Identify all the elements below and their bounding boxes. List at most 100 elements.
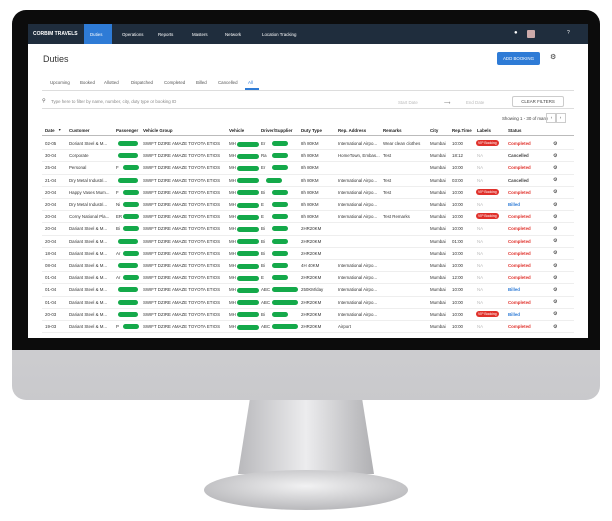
row-divider <box>42 246 574 248</box>
redaction <box>272 250 288 256</box>
nav-item[interactable]: Network <box>225 31 242 37</box>
redaction <box>123 214 139 220</box>
driver: ABC <box>261 324 271 329</box>
tab[interactable]: Upcoming <box>50 80 70 85</box>
status: Completed <box>508 141 531 146</box>
settings-icon[interactable]: ⚙ <box>553 140 558 147</box>
duty-type: 8h 80KM <box>301 153 319 159</box>
navbar <box>28 24 588 44</box>
settings-icon[interactable]: ⚙ <box>553 152 558 159</box>
customer: Dariant Steel & M... <box>69 311 108 317</box>
passenger: Bi <box>116 226 120 232</box>
redaction <box>272 141 288 146</box>
remarks: Test Remarks <box>383 214 410 220</box>
time: 12:00 <box>452 275 463 281</box>
nav-item[interactable]: Duties <box>90 31 103 37</box>
passenger: P <box>116 324 119 329</box>
clear-filters-button[interactable]: CLEAR FILTERS <box>512 96 564 107</box>
time: 10:00 <box>452 189 463 195</box>
end-date[interactable]: End Date <box>466 100 485 105</box>
help-icon[interactable]: ? <box>567 30 570 36</box>
row-divider <box>42 295 574 297</box>
redaction <box>123 275 139 281</box>
nav-item[interactable]: Reports <box>158 31 174 37</box>
redaction <box>118 238 138 244</box>
redaction <box>272 202 288 207</box>
duty-type: 8h 80KM <box>301 177 319 183</box>
search-input[interactable]: Type here to filter by name, number, cit… <box>51 99 177 104</box>
duty-type: 2HR20KM <box>301 226 322 232</box>
driver: Er <box>261 165 266 171</box>
vehicle: MH <box>229 226 236 232</box>
city: Mumbai <box>430 177 446 183</box>
page-title: Duties <box>43 54 69 64</box>
column-header: Vehicle <box>229 128 245 133</box>
customer: Dariant Steel & M... <box>69 238 108 244</box>
status: Cancelled <box>508 177 529 183</box>
column-header[interactable]: Date <box>45 128 55 133</box>
settings-icon[interactable]: ⚙ <box>553 262 558 269</box>
redaction <box>118 177 138 183</box>
redaction <box>237 312 259 318</box>
duty-type: 2HR20KM <box>301 250 322 256</box>
status: Completed <box>508 214 531 220</box>
settings-icon[interactable]: ⚙ <box>553 286 558 293</box>
row-divider <box>42 222 574 224</box>
date: 20-04 <box>45 238 57 244</box>
settings-icon[interactable]: ⚙ <box>553 238 558 245</box>
settings-icon[interactable]: ⚙ <box>553 189 558 196</box>
tab[interactable]: Allotted <box>104 80 119 85</box>
nav-item[interactable]: Masters <box>192 31 208 37</box>
vehicle-group: SWIFT DZIRE AMAZE TOYOTA ETIOS <box>143 141 221 146</box>
remarks: Wear clean clothes <box>383 141 421 146</box>
vehicle-group: SWIFT DZIRE AMAZE TOYOTA ETIOS <box>143 275 221 281</box>
remarks: Test <box>383 189 392 195</box>
start-date[interactable]: Start Date <box>398 100 418 105</box>
settings-icon[interactable]: ⚙ <box>550 54 557 61</box>
settings-icon[interactable]: ⚙ <box>553 250 558 257</box>
tab[interactable]: Billed <box>196 80 207 85</box>
status: Completed <box>508 324 531 329</box>
customer: Dariant Steel & M... <box>69 299 108 305</box>
settings-icon[interactable]: ⚙ <box>553 225 558 232</box>
settings-icon[interactable]: ⚙ <box>553 274 558 281</box>
tab[interactable]: Dispatched <box>131 80 153 85</box>
tab[interactable]: Booked <box>80 80 95 85</box>
nav-item[interactable]: Operations <box>122 31 144 37</box>
redaction <box>123 202 139 207</box>
label: NA <box>477 275 484 281</box>
driver: ABC <box>261 299 271 305</box>
vehicle-group: SWIFT DZIRE AMAZE TOYOTA ETIOS <box>143 189 221 195</box>
settings-icon[interactable]: ⚙ <box>553 213 558 220</box>
settings-icon[interactable]: ⚙ <box>553 164 558 171</box>
screen: CORBIM TRAVELS ● ? Duties ADD BOOKING ⚙ … <box>28 24 588 338</box>
prev-page[interactable]: ‹ <box>546 113 557 123</box>
city: Mumbai <box>430 189 446 195</box>
add-booking-button[interactable]: ADD BOOKING <box>497 52 540 65</box>
avatar[interactable] <box>527 30 535 38</box>
sort-indicator[interactable]: ▼ <box>58 128 62 132</box>
redaction <box>272 275 288 281</box>
row-divider <box>42 271 574 273</box>
bell-icon[interactable]: ● <box>514 30 518 36</box>
tab[interactable]: Cancelled <box>218 80 238 85</box>
settings-icon[interactable]: ⚙ <box>553 323 558 330</box>
settings-icon[interactable]: ⚙ <box>553 311 558 318</box>
settings-icon[interactable]: ⚙ <box>553 201 558 208</box>
tabs-divider <box>42 90 574 91</box>
settings-icon[interactable]: ⚙ <box>553 299 558 306</box>
duty-type: 2HR20KM <box>301 299 322 305</box>
tab[interactable]: Completed <box>164 80 186 85</box>
redaction <box>272 324 298 329</box>
redaction <box>272 263 288 268</box>
nav-item[interactable]: Location Tracking <box>262 31 297 37</box>
driver: Bi <box>261 263 265 268</box>
vehicle: MH <box>229 202 236 207</box>
settings-icon[interactable]: ⚙ <box>553 177 558 184</box>
tab[interactable]: All <box>248 80 253 85</box>
next-page[interactable]: › <box>555 113 566 123</box>
label: NA <box>477 299 484 305</box>
row-divider <box>42 283 574 285</box>
vehicle-group: SWIFT DZIRE AMAZE TOYOTA ETIOS <box>143 153 221 159</box>
